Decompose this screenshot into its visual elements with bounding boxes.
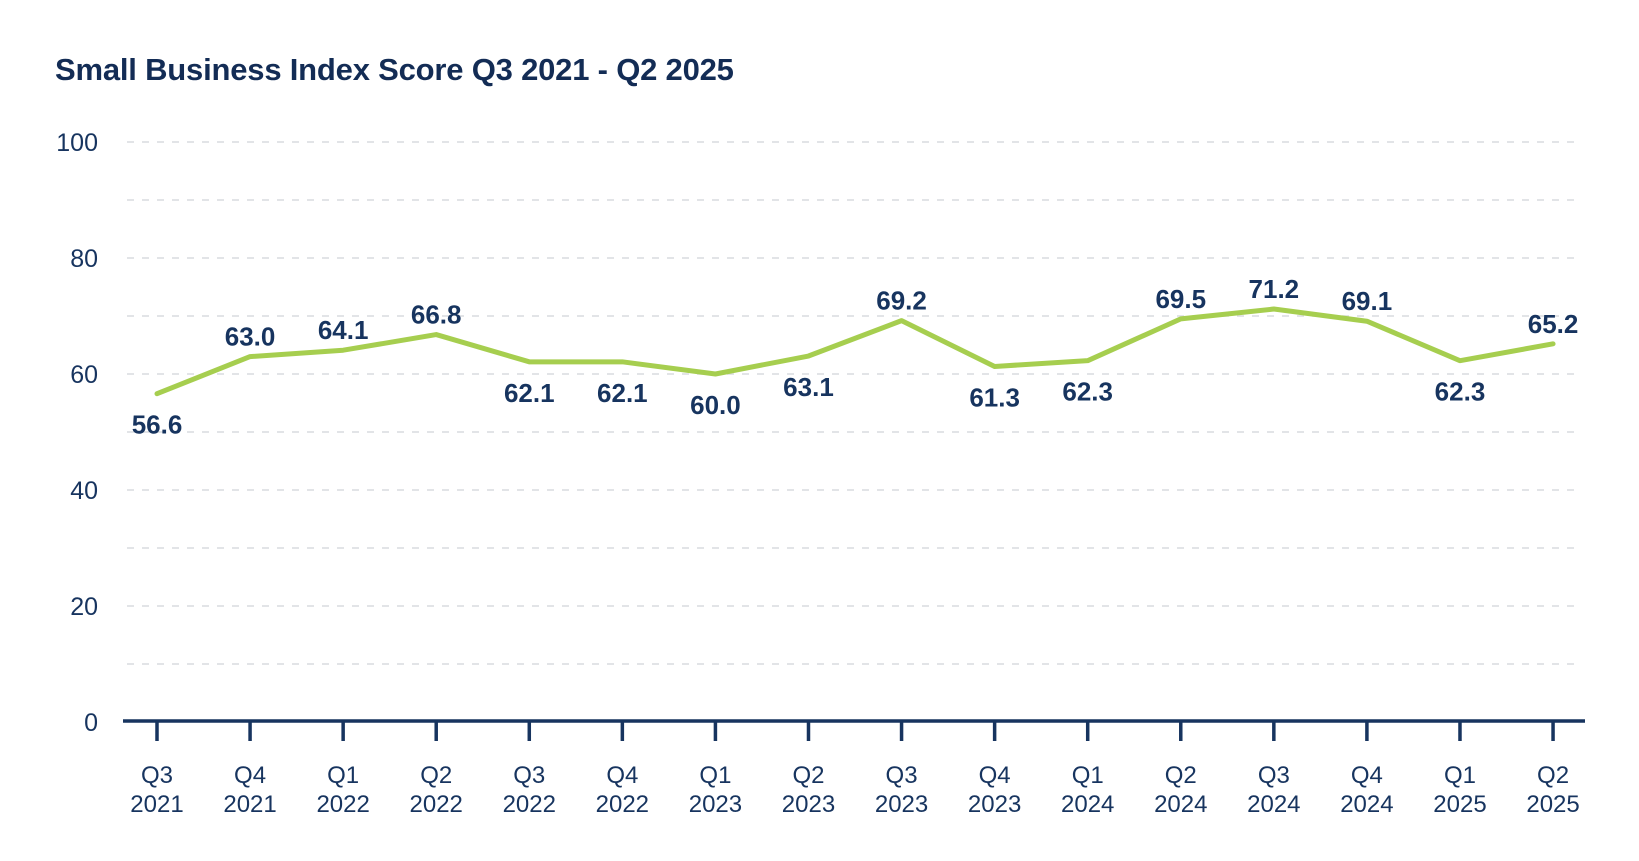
- data-point-label: 69.5: [1155, 284, 1206, 314]
- x-axis-tick-label: Q2 2022: [410, 762, 463, 818]
- x-axis-tick-label: Q3 2022: [503, 762, 556, 818]
- y-axis-tick-label: 0: [84, 709, 98, 737]
- data-point-label: 63.1: [783, 372, 834, 402]
- x-axis-tick-label: Q3 2023: [875, 762, 928, 818]
- x-axis-tick-label: Q1 2024: [1061, 762, 1114, 818]
- y-axis-tick-label: 20: [70, 593, 98, 621]
- y-axis-tick-label: 100: [56, 129, 98, 157]
- x-axis-tick-label: Q4 2024: [1340, 762, 1393, 818]
- data-point-label: 64.1: [318, 315, 369, 345]
- x-axis-tick-label: Q3 2021: [130, 762, 183, 818]
- trend-line: [154, 306, 1556, 397]
- data-point-label: 60.0: [690, 390, 741, 420]
- x-axis-tick-label: Q1 2022: [316, 762, 369, 818]
- x-axis-tick-label: Q3 2024: [1247, 762, 1300, 818]
- data-point-label: 69.2: [876, 286, 927, 316]
- data-point-label: 61.3: [969, 382, 1020, 412]
- data-point-label: 62.3: [1062, 377, 1113, 407]
- data-point-label: 65.2: [1528, 309, 1579, 339]
- x-axis-tick-label: Q4 2022: [596, 762, 649, 818]
- x-axis-tick-label: Q2 2025: [1526, 762, 1579, 818]
- data-point-label: 62.1: [504, 378, 555, 408]
- x-axis-tick-label: Q2 2024: [1154, 762, 1207, 818]
- x-axis-tick-label: Q4 2023: [968, 762, 1021, 818]
- x-axis-tick-label: Q4 2021: [223, 762, 276, 818]
- data-point-label: 62.1: [597, 378, 648, 408]
- data-point-label: 56.6: [132, 410, 183, 440]
- x-axis-tick-label: Q1 2023: [689, 762, 742, 818]
- x-axis-tick-label: Q2 2023: [782, 762, 835, 818]
- data-point-label: 66.8: [411, 300, 462, 330]
- data-point-label: 69.1: [1342, 286, 1393, 316]
- chart-title: Small Business Index Score Q3 2021 - Q2 …: [55, 52, 734, 87]
- x-axis-tick-label: Q1 2025: [1433, 762, 1486, 818]
- data-point-label: 71.2: [1249, 274, 1300, 304]
- data-point-label: 62.3: [1435, 377, 1486, 407]
- data-point-label: 63.0: [225, 322, 276, 352]
- y-axis-tick-label: 60: [70, 361, 98, 389]
- y-axis-tick-label: 40: [70, 477, 98, 505]
- y-axis-tick-label: 80: [70, 245, 98, 273]
